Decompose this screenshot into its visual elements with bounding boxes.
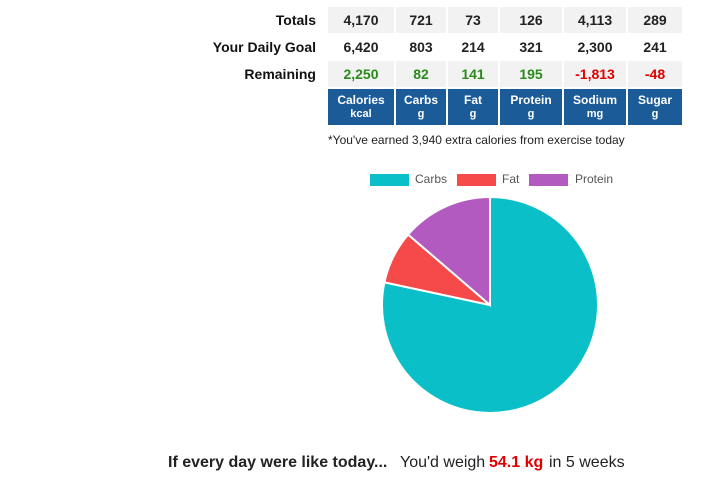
header-sugar-name: Sugar [637, 93, 672, 107]
row-label-daily-goal: Your Daily Goal [212, 39, 316, 55]
pie-slice-carbs[interactable] [381, 195, 599, 414]
projection-lead: If every day were like today... [168, 454, 388, 471]
totals-calories: 4,170 [328, 7, 394, 33]
goal-carbs: 803 [409, 39, 433, 55]
projection-text-after: in 5 weeks [549, 454, 625, 471]
legend-swatch-carbs[interactable] [370, 174, 409, 186]
totals-sodium: 4,113 [564, 7, 626, 33]
totals-sugar: 289 [628, 7, 682, 33]
header-sodium: Sodium mg [564, 89, 626, 125]
legend-label-carbs[interactable]: Carbs [415, 172, 448, 186]
row-label-remaining: Remaining [244, 66, 316, 82]
header-carbs-name: Carbs [403, 93, 438, 107]
header-fat-name: Fat [464, 93, 482, 107]
header-sodium-unit: mg [586, 108, 604, 120]
totals-fat: 73 [448, 7, 498, 33]
header-protein-unit: g [527, 108, 535, 120]
exercise-note: *You've earned 3,940 extra calories from… [328, 133, 625, 147]
header-protein: Protein g [500, 89, 562, 125]
remaining-protein: 195 [500, 61, 562, 87]
header-carbs-unit: g [417, 108, 425, 120]
remaining-carbs: 82 [396, 61, 446, 87]
goal-fat: 214 [461, 39, 485, 55]
legend-label-fat[interactable]: Fat [502, 172, 520, 186]
header-sugar: Sugar g [628, 89, 682, 125]
header-fat-unit: g [469, 108, 477, 120]
remaining-calories: 2,250 [328, 61, 394, 87]
projection-text-before: You'd weigh [400, 454, 486, 471]
header-protein-name: Protein [510, 93, 552, 107]
header-sugar-unit: g [651, 108, 659, 120]
pie-slice-fat[interactable] [383, 233, 491, 306]
remaining-sugar: -48 [628, 61, 682, 87]
header-calories-name: Calories [337, 93, 385, 107]
header-carbs: Carbs g [396, 89, 446, 125]
remaining-fat: 141 [448, 61, 498, 87]
row-label-totals: Totals [275, 12, 316, 28]
totals-carbs: 721 [396, 7, 446, 33]
legend-label-protein[interactable]: Protein [575, 172, 614, 186]
header-calories: Calories kcal [328, 89, 394, 125]
header-fat: Fat g [448, 89, 498, 125]
goal-sodium: 2,300 [577, 39, 613, 55]
goal-protein: 321 [519, 39, 543, 55]
goal-sugar: 241 [643, 39, 667, 55]
projection-weight: 54.1 kg [489, 454, 544, 471]
header-sodium-name: Sodium [573, 93, 617, 107]
remaining-sodium: -1,813 [564, 61, 626, 87]
header-calories-unit: kcal [350, 108, 372, 120]
totals-protein: 126 [500, 7, 562, 33]
legend-swatch-protein[interactable] [529, 174, 568, 186]
legend-swatch-fat[interactable] [457, 174, 496, 186]
pie-slice-protein[interactable] [406, 195, 491, 308]
goal-calories: 6,420 [343, 39, 379, 55]
